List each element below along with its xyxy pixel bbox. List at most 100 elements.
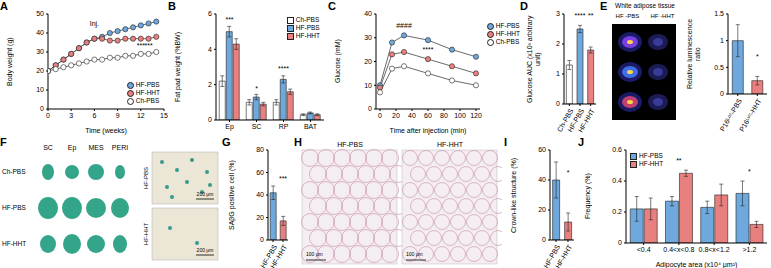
svg-text:HF-HHT: HF-HHT bbox=[269, 243, 288, 268]
svg-text:<0.4: <0.4 bbox=[637, 246, 651, 253]
svg-text:200 μm: 200 μm bbox=[197, 247, 214, 253]
svg-text:*: * bbox=[567, 169, 570, 176]
svg-text:40: 40 bbox=[36, 29, 44, 36]
svg-text:SC: SC bbox=[252, 123, 262, 130]
svg-text:HF-HHT: HF-HHT bbox=[143, 223, 149, 246]
html-text:B: B bbox=[168, 0, 176, 12]
svg-text:***: *** bbox=[225, 16, 233, 23]
svg-text:80: 80 bbox=[256, 146, 264, 153]
svg-text:20: 20 bbox=[392, 112, 400, 119]
svg-text:****: **** bbox=[575, 12, 586, 19]
svg-text:HF-HHT: HF-HHT bbox=[577, 107, 596, 134]
svg-text:1: 1 bbox=[720, 37, 724, 44]
svg-text:HF-PBS: HF-PBS bbox=[8, 204, 27, 211]
svg-text:####: #### bbox=[396, 22, 412, 29]
svg-text:60: 60 bbox=[256, 169, 264, 176]
html-text:Glucose AUC (x10³ arbitrary un: Glucose AUC (x10³ arbitrary unit) bbox=[526, 15, 541, 103]
svg-text:0: 0 bbox=[40, 105, 44, 112]
svg-text:BAT: BAT bbox=[304, 123, 318, 130]
html-text:C: C bbox=[328, 0, 336, 12]
svg-text:0: 0 bbox=[368, 105, 372, 112]
svg-text:3: 3 bbox=[556, 10, 560, 17]
svg-text:6: 6 bbox=[208, 10, 212, 17]
svg-text:Inj.: Inj. bbox=[90, 20, 99, 28]
svg-text:40: 40 bbox=[256, 191, 264, 198]
svg-text:SC: SC bbox=[43, 144, 53, 151]
svg-text:0: 0 bbox=[542, 236, 546, 243]
svg-text:P16ᴸᵘᶜ-HHT: P16ᴸᵘᶜ-HHT bbox=[738, 97, 763, 133]
html-text:A: A bbox=[0, 0, 8, 12]
svg-text:6: 6 bbox=[92, 112, 96, 119]
svg-text:HF-PBS: HF-PBS bbox=[143, 167, 149, 189]
svg-text:200 μm: 200 μm bbox=[197, 191, 214, 197]
svg-text:2: 2 bbox=[208, 81, 212, 88]
svg-text:**: ** bbox=[676, 157, 682, 164]
svg-text:RP: RP bbox=[279, 123, 289, 130]
svg-text:Ep: Ep bbox=[68, 144, 77, 152]
svg-text:20: 20 bbox=[538, 206, 546, 213]
svg-text:PERI: PERI bbox=[112, 144, 128, 151]
svg-text:P16ᴸᵘᶜ-PBS: P16ᴸᵘᶜ-PBS bbox=[718, 97, 743, 133]
svg-text:12: 12 bbox=[137, 112, 145, 119]
svg-text:0.8<x<1.2: 0.8<x<1.2 bbox=[699, 246, 730, 253]
svg-text:120: 120 bbox=[470, 112, 482, 119]
svg-text:**: ** bbox=[588, 12, 594, 19]
svg-text:0: 0 bbox=[556, 100, 560, 107]
svg-text:50: 50 bbox=[36, 10, 44, 17]
svg-text:0: 0 bbox=[260, 236, 264, 243]
svg-text:*: * bbox=[748, 168, 751, 175]
svg-text:****: **** bbox=[278, 65, 289, 72]
svg-text:60: 60 bbox=[538, 146, 546, 153]
svg-text:15: 15 bbox=[160, 112, 168, 119]
svg-text:100: 100 bbox=[454, 112, 466, 119]
svg-text:4: 4 bbox=[208, 46, 212, 53]
svg-text:HF-HHT: HF-HHT bbox=[437, 141, 464, 148]
svg-text:2: 2 bbox=[556, 40, 560, 47]
svg-text:***: *** bbox=[279, 175, 287, 182]
svg-text:0: 0 bbox=[378, 112, 382, 119]
svg-text:0: 0 bbox=[208, 116, 212, 123]
svg-text:Ep: Ep bbox=[225, 123, 234, 131]
svg-text:0: 0 bbox=[720, 90, 724, 97]
svg-text:0.4: 0.4 bbox=[612, 177, 622, 184]
svg-text:1.5: 1.5 bbox=[714, 10, 724, 17]
svg-text:10: 10 bbox=[364, 82, 372, 89]
html-text:D: D bbox=[520, 0, 528, 12]
svg-text:60: 60 bbox=[424, 112, 432, 119]
svg-text:0: 0 bbox=[46, 112, 50, 119]
svg-text:HF-HHT: HF-HHT bbox=[8, 240, 26, 247]
svg-text:20: 20 bbox=[256, 214, 264, 221]
svg-text:HF-PBS: HF-PBS bbox=[566, 107, 586, 134]
svg-text:0: 0 bbox=[618, 239, 622, 246]
svg-text:40: 40 bbox=[364, 10, 372, 17]
svg-text:****: **** bbox=[423, 46, 434, 53]
svg-text:HF-PBS: HF-PBS bbox=[337, 141, 363, 148]
svg-text:9: 9 bbox=[116, 112, 120, 119]
svg-text:***: *** bbox=[144, 42, 152, 49]
svg-text:80: 80 bbox=[440, 112, 448, 119]
svg-text:HF-HHT: HF-HHT bbox=[554, 243, 573, 268]
svg-text:0.4<x<0.8: 0.4<x<0.8 bbox=[663, 246, 694, 253]
svg-text:40: 40 bbox=[408, 112, 416, 119]
svg-text:30: 30 bbox=[364, 34, 372, 41]
svg-text:10: 10 bbox=[36, 86, 44, 93]
svg-text:0.2: 0.2 bbox=[612, 208, 622, 215]
svg-text:20: 20 bbox=[364, 58, 372, 65]
svg-text:3: 3 bbox=[69, 112, 73, 119]
svg-text:>1.2: >1.2 bbox=[742, 246, 756, 253]
svg-text:*: * bbox=[756, 53, 759, 60]
svg-text:40: 40 bbox=[538, 176, 546, 183]
svg-text:MES: MES bbox=[88, 144, 104, 151]
svg-text:0.5: 0.5 bbox=[714, 64, 724, 71]
html-text:Relative luminescence ratio: Relative luminescence ratio bbox=[686, 19, 701, 89]
svg-text:*: * bbox=[255, 85, 258, 92]
html-text:G: G bbox=[222, 136, 231, 148]
svg-text:1: 1 bbox=[556, 70, 560, 77]
svg-text:20: 20 bbox=[36, 67, 44, 74]
svg-text:0.6: 0.6 bbox=[612, 146, 622, 153]
svg-text:Ch-PBS: Ch-PBS bbox=[8, 168, 26, 175]
svg-text:100 μm: 100 μm bbox=[406, 251, 423, 257]
svg-text:100 μm: 100 μm bbox=[306, 251, 323, 257]
svg-text:Ch-PBS: Ch-PBS bbox=[555, 107, 575, 133]
svg-text:30: 30 bbox=[36, 48, 44, 55]
